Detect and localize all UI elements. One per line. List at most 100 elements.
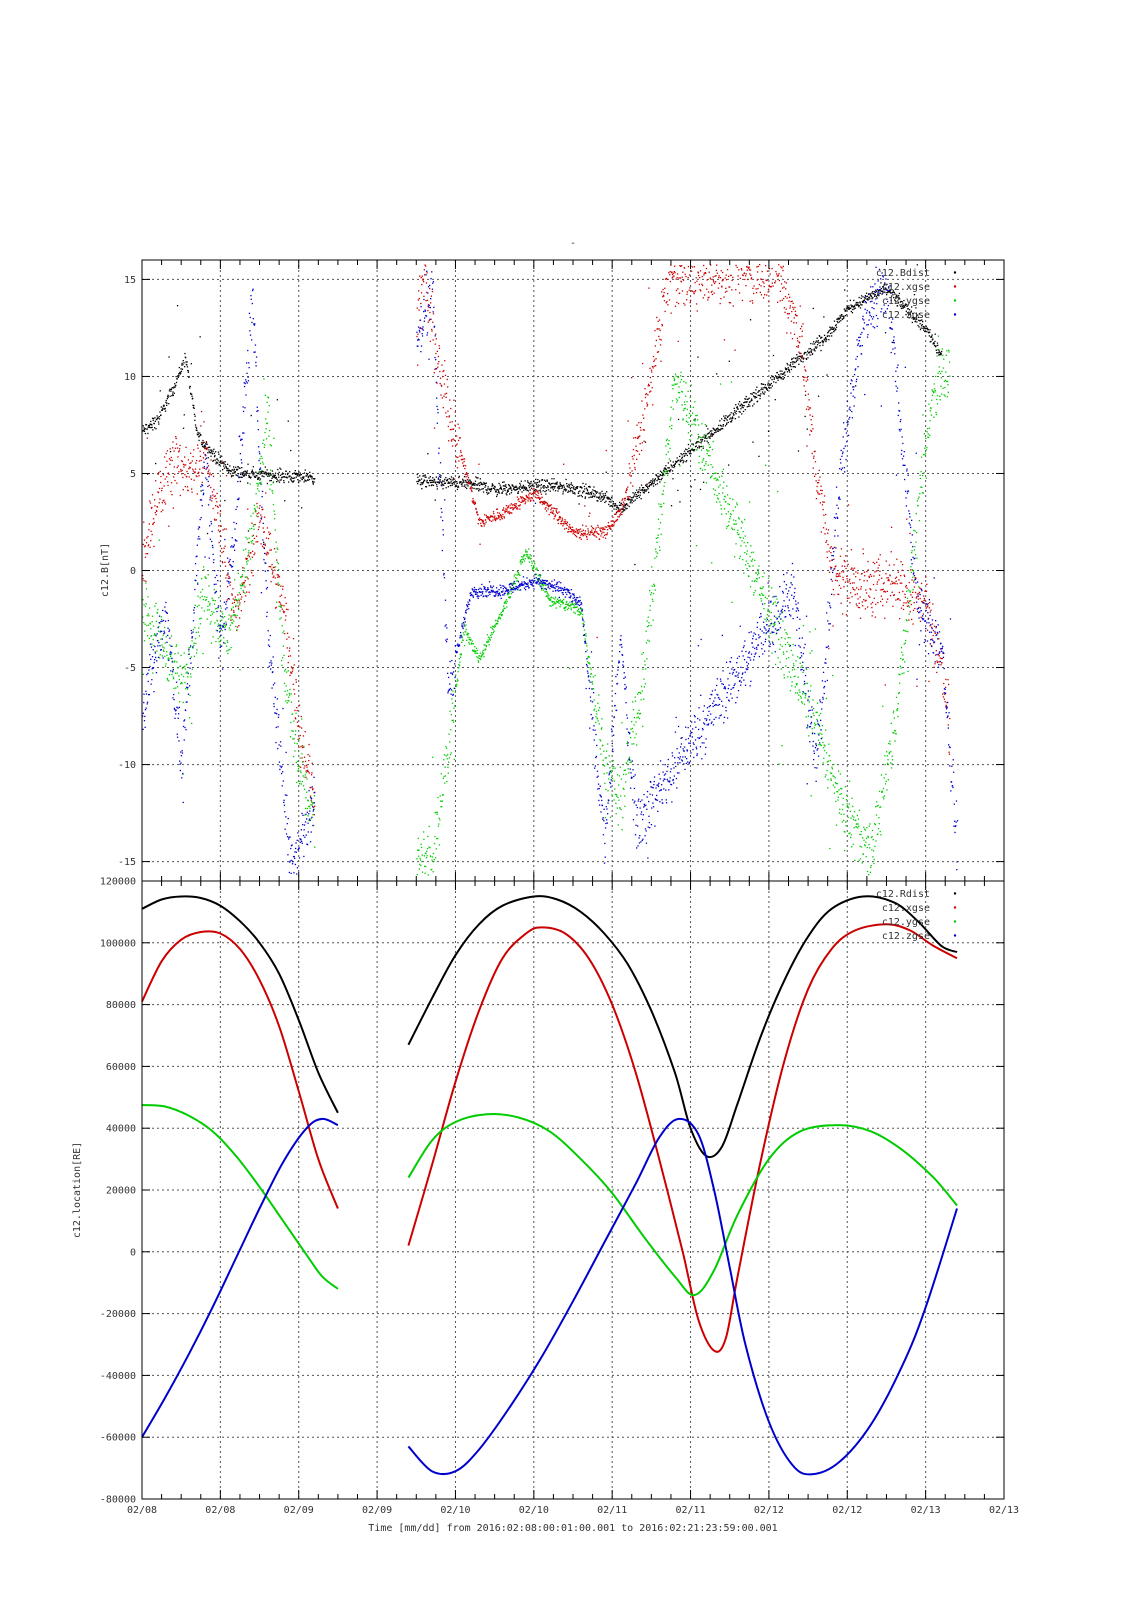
data-point — [518, 487, 520, 490]
data-point — [198, 604, 200, 606]
data-point — [510, 591, 512, 593]
data-point — [900, 305, 902, 308]
data-point — [532, 483, 534, 485]
data-point — [545, 506, 547, 509]
data-point — [604, 528, 606, 530]
data-point — [263, 541, 265, 543]
data-point — [575, 528, 577, 530]
data-point — [306, 807, 308, 810]
data-point — [491, 632, 493, 634]
data-point — [745, 273, 747, 275]
data-point — [931, 623, 934, 625]
data-point — [453, 758, 455, 761]
data-point — [444, 374, 447, 376]
data-point — [494, 515, 496, 517]
data-point — [170, 390, 172, 392]
data-point — [796, 354, 798, 356]
data-point — [471, 500, 473, 502]
data-point — [560, 484, 563, 487]
data-point — [182, 675, 185, 678]
data-point — [930, 336, 932, 338]
data-point — [578, 495, 581, 497]
data-point — [744, 401, 747, 403]
data-point — [594, 494, 596, 496]
data-point — [218, 636, 221, 638]
data-point — [531, 568, 534, 570]
data-point — [293, 720, 295, 722]
data-point — [204, 448, 206, 450]
data-point — [228, 575, 230, 578]
data-point — [586, 536, 588, 538]
data-point — [744, 275, 747, 277]
data-point — [271, 474, 273, 476]
data-point — [696, 280, 698, 282]
data-point — [251, 542, 253, 544]
data-point — [211, 497, 213, 499]
data-point — [640, 449, 643, 452]
data-point — [260, 543, 262, 545]
data-point — [813, 341, 815, 343]
data-point — [711, 290, 713, 292]
data-point — [437, 363, 439, 365]
data-point — [791, 310, 793, 313]
data-point — [806, 354, 808, 356]
data-point — [171, 459, 173, 462]
data-point — [729, 286, 731, 288]
data-point — [314, 805, 316, 807]
data-point — [487, 639, 489, 641]
data-point — [446, 780, 448, 783]
data-point — [297, 479, 299, 481]
data-point — [656, 475, 658, 477]
data-point — [668, 467, 670, 469]
data-point — [638, 496, 641, 498]
data-point — [557, 601, 559, 603]
data-point — [744, 409, 746, 411]
data-point — [142, 543, 144, 546]
data-point — [179, 701, 181, 703]
data-point — [604, 537, 607, 539]
data-point — [725, 287, 727, 289]
data-point — [674, 305, 677, 307]
data-point — [682, 271, 684, 273]
data-point — [610, 520, 612, 522]
data-point — [514, 506, 516, 509]
data-point — [305, 797, 307, 799]
data-point — [476, 488, 478, 490]
data-point — [205, 442, 208, 444]
data-point — [608, 527, 611, 529]
data-point — [566, 608, 569, 611]
data-point — [166, 677, 168, 680]
data-point — [514, 489, 516, 491]
data-point — [306, 474, 308, 476]
data-point — [915, 577, 917, 579]
data-point — [174, 473, 176, 475]
data-point — [270, 566, 272, 568]
data-point — [556, 481, 558, 483]
data-point — [588, 532, 590, 534]
data-point — [768, 387, 771, 389]
data-point — [645, 485, 648, 487]
data-point — [570, 530, 572, 533]
data-point — [912, 318, 915, 320]
data-point — [458, 665, 461, 667]
data-point — [417, 333, 419, 335]
data-point — [493, 485, 496, 488]
data-point — [632, 497, 634, 499]
data-point — [615, 513, 617, 515]
data-point — [206, 532, 209, 535]
data-point — [930, 609, 932, 611]
data-point — [162, 408, 164, 410]
data-point — [475, 652, 477, 655]
data-point — [542, 490, 544, 492]
data-point — [179, 371, 181, 373]
data-point — [535, 478, 537, 480]
data-point — [256, 502, 258, 505]
data-point — [173, 392, 175, 394]
data-point — [299, 480, 301, 482]
data-point — [718, 424, 720, 427]
data-point — [620, 513, 622, 515]
data-point — [656, 328, 658, 330]
data-point — [241, 473, 244, 475]
data-point — [516, 488, 519, 490]
data-point — [154, 499, 156, 501]
